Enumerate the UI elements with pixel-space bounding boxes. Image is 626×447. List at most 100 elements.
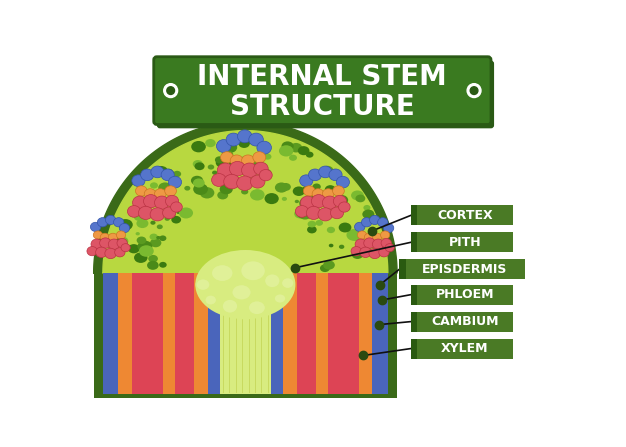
- Ellipse shape: [141, 169, 154, 181]
- Ellipse shape: [248, 157, 260, 166]
- Ellipse shape: [297, 212, 305, 218]
- Bar: [297, 273, 316, 394]
- Ellipse shape: [280, 183, 291, 191]
- Bar: [271, 273, 283, 394]
- Ellipse shape: [184, 186, 190, 190]
- Ellipse shape: [249, 133, 264, 146]
- Ellipse shape: [195, 162, 205, 170]
- Bar: [220, 273, 271, 394]
- Ellipse shape: [222, 150, 233, 159]
- Ellipse shape: [336, 176, 349, 188]
- Ellipse shape: [253, 179, 262, 186]
- Ellipse shape: [172, 216, 181, 224]
- Ellipse shape: [177, 211, 181, 214]
- Ellipse shape: [108, 239, 120, 249]
- Ellipse shape: [115, 248, 125, 257]
- Ellipse shape: [364, 238, 376, 248]
- Ellipse shape: [339, 245, 344, 249]
- Ellipse shape: [159, 236, 167, 241]
- Ellipse shape: [212, 173, 226, 186]
- Ellipse shape: [257, 141, 272, 154]
- Ellipse shape: [342, 205, 350, 211]
- Ellipse shape: [354, 222, 365, 232]
- Ellipse shape: [305, 207, 310, 211]
- Bar: [406, 259, 525, 279]
- Ellipse shape: [226, 133, 241, 146]
- Bar: [411, 205, 417, 225]
- Ellipse shape: [225, 170, 230, 174]
- Ellipse shape: [134, 253, 148, 263]
- Ellipse shape: [298, 209, 312, 219]
- Bar: [283, 273, 297, 394]
- Ellipse shape: [208, 164, 214, 169]
- Polygon shape: [94, 122, 397, 273]
- Text: EPISDERMIS: EPISDERMIS: [422, 263, 508, 276]
- Ellipse shape: [216, 158, 228, 168]
- Ellipse shape: [96, 247, 107, 257]
- Ellipse shape: [217, 139, 231, 152]
- Text: PHLOEM: PHLOEM: [436, 288, 494, 301]
- Ellipse shape: [259, 180, 264, 184]
- Ellipse shape: [351, 247, 361, 256]
- Ellipse shape: [136, 198, 140, 202]
- Ellipse shape: [242, 155, 254, 166]
- Ellipse shape: [282, 278, 294, 288]
- Ellipse shape: [321, 166, 334, 176]
- Ellipse shape: [165, 169, 173, 175]
- Ellipse shape: [249, 301, 265, 315]
- Ellipse shape: [155, 196, 169, 209]
- Ellipse shape: [118, 219, 133, 230]
- Text: CORTEX: CORTEX: [437, 209, 493, 222]
- Ellipse shape: [222, 177, 233, 187]
- Ellipse shape: [232, 285, 251, 300]
- Bar: [103, 273, 118, 394]
- Bar: [194, 273, 208, 394]
- Ellipse shape: [320, 264, 330, 272]
- Ellipse shape: [134, 214, 143, 221]
- Text: INTERNAL STEM
STRUCTURE: INTERNAL STEM STRUCTURE: [197, 63, 447, 121]
- Ellipse shape: [166, 214, 172, 219]
- Ellipse shape: [105, 215, 116, 224]
- Ellipse shape: [179, 207, 193, 219]
- Ellipse shape: [241, 189, 249, 194]
- Ellipse shape: [200, 187, 214, 198]
- Ellipse shape: [108, 240, 116, 246]
- Ellipse shape: [165, 195, 178, 207]
- Ellipse shape: [307, 226, 317, 233]
- Ellipse shape: [239, 139, 250, 148]
- Ellipse shape: [373, 251, 380, 257]
- Ellipse shape: [105, 248, 116, 259]
- Ellipse shape: [229, 159, 240, 167]
- Ellipse shape: [169, 197, 175, 202]
- Ellipse shape: [136, 219, 148, 228]
- Ellipse shape: [121, 244, 130, 252]
- Ellipse shape: [128, 244, 140, 253]
- Ellipse shape: [319, 166, 332, 178]
- Ellipse shape: [320, 196, 330, 204]
- Ellipse shape: [215, 156, 224, 164]
- Ellipse shape: [305, 152, 314, 158]
- Ellipse shape: [133, 208, 143, 216]
- Ellipse shape: [307, 200, 315, 206]
- Ellipse shape: [379, 248, 389, 257]
- Ellipse shape: [196, 279, 210, 291]
- Ellipse shape: [223, 174, 240, 189]
- Ellipse shape: [220, 152, 233, 163]
- Ellipse shape: [237, 176, 253, 190]
- Bar: [417, 312, 513, 332]
- Ellipse shape: [298, 146, 309, 155]
- Ellipse shape: [138, 207, 153, 219]
- Ellipse shape: [351, 234, 359, 240]
- Ellipse shape: [191, 176, 203, 186]
- Ellipse shape: [165, 171, 175, 179]
- Ellipse shape: [310, 194, 323, 204]
- Ellipse shape: [156, 224, 163, 229]
- Bar: [372, 273, 388, 394]
- Bar: [417, 285, 513, 305]
- Circle shape: [164, 84, 178, 97]
- Bar: [411, 338, 417, 358]
- Ellipse shape: [364, 233, 374, 241]
- Ellipse shape: [243, 169, 250, 174]
- Ellipse shape: [220, 184, 233, 194]
- Ellipse shape: [87, 247, 97, 256]
